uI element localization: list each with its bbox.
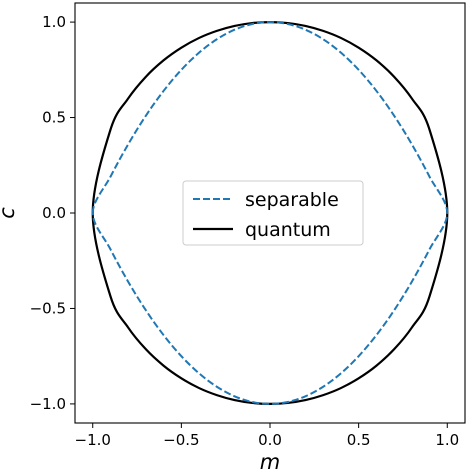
x-tick-label: −1.0 bbox=[75, 431, 111, 449]
y-tick-label: −0.5 bbox=[30, 299, 66, 317]
legend: separable quantum bbox=[182, 180, 364, 246]
x-tick-label: 0.5 bbox=[347, 431, 371, 449]
y-axis-label: c bbox=[0, 207, 19, 219]
legend-label-separable: separable bbox=[245, 189, 339, 211]
x-axis-label: m bbox=[260, 450, 280, 470]
x-axis: −1.0 −0.5 0.0 0.5 1.0 bbox=[75, 423, 459, 449]
x-tick-label: 1.0 bbox=[435, 431, 459, 449]
y-tick-label: 1.0 bbox=[42, 13, 66, 31]
y-axis: −1.0 −0.5 0.0 0.5 1.0 bbox=[30, 13, 75, 413]
y-tick-label: 0.0 bbox=[42, 204, 66, 222]
series-layer bbox=[91, 20, 449, 406]
x-tick-label: −0.5 bbox=[163, 431, 199, 449]
x-tick-label: 0.0 bbox=[258, 431, 282, 449]
series-line-separable bbox=[91, 21, 449, 405]
y-tick-label: −1.0 bbox=[30, 395, 66, 413]
y-tick-label: 0.5 bbox=[42, 109, 66, 127]
legend-label-quantum: quantum bbox=[245, 219, 331, 241]
